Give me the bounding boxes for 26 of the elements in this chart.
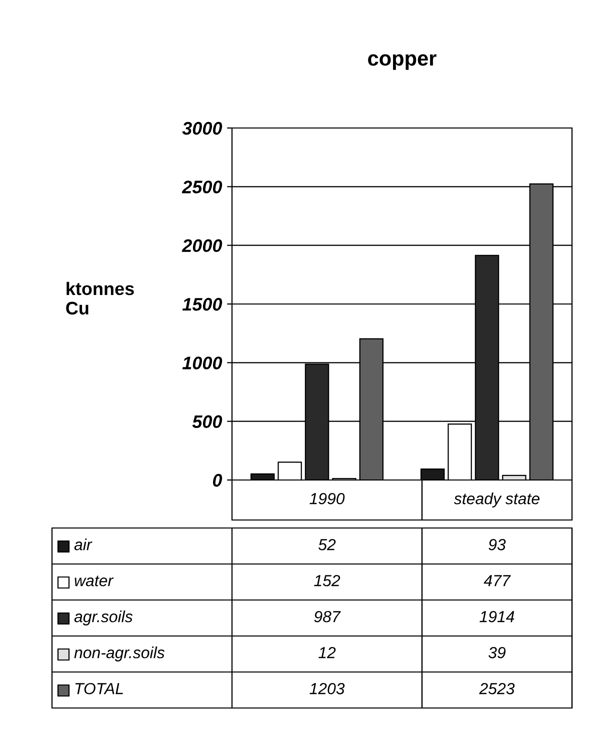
data-label: 39	[488, 646, 506, 658]
y-tick-label: 3000	[182, 122, 222, 135]
data-label: 477	[484, 575, 511, 586]
data-label: 1914	[480, 610, 514, 622]
y-tick-label: 500	[192, 415, 222, 428]
y-tick-label: 0	[212, 474, 222, 487]
data-label: 93	[488, 538, 506, 550]
data-label: 1203	[310, 682, 345, 694]
y-tick-label: 1500	[182, 298, 222, 311]
data-label: 152	[314, 574, 340, 586]
legend-label: air	[74, 538, 92, 550]
x-tick-label: 1990	[310, 492, 345, 504]
y-tick-label: 2000	[182, 239, 222, 252]
data-label: 12	[318, 646, 336, 658]
chart-title: copper	[368, 54, 436, 70]
y-tick-label: 2500	[182, 180, 222, 194]
legend-label: water	[74, 576, 114, 586]
legend-label: agr.soils	[74, 610, 133, 626]
data-label: 52	[318, 538, 336, 550]
x-tick-label: steady state	[454, 492, 540, 508]
data-label: 987	[314, 610, 341, 622]
y-axis-title: ktonnes Cu	[66, 282, 134, 315]
y-tick-label: 1000	[182, 356, 222, 370]
legend-label: non-agr.soils	[74, 646, 165, 662]
legend-label: TOTAL	[75, 682, 123, 694]
data-label: 2523	[479, 682, 515, 694]
